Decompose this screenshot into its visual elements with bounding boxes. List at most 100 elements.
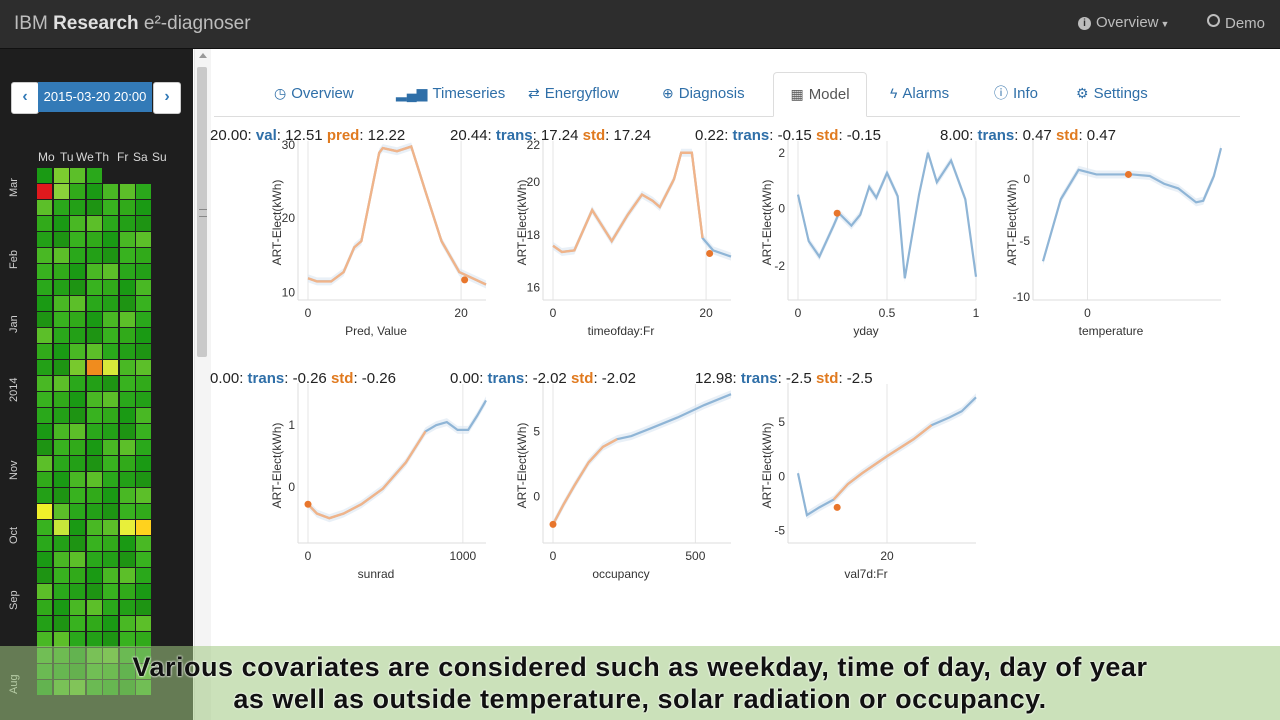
calendar-day-cell[interactable] — [103, 424, 118, 439]
calendar-day-cell[interactable] — [53, 632, 69, 647]
calendar-day-cell[interactable] — [70, 216, 85, 231]
calendar-day-cell[interactable] — [53, 424, 69, 439]
calendar-day-cell[interactable] — [86, 296, 102, 311]
calendar-day-cell[interactable] — [37, 456, 52, 471]
calendar-day-cell[interactable] — [119, 392, 135, 407]
calendar-day-cell[interactable] — [136, 408, 151, 423]
calendar-day-cell[interactable] — [103, 392, 118, 407]
calendar-day-cell[interactable] — [37, 536, 52, 551]
calendar-day-cell[interactable] — [119, 536, 135, 551]
calendar-day-cell[interactable] — [53, 488, 69, 503]
calendar-day-cell[interactable] — [37, 376, 52, 391]
calendar-day-cell[interactable] — [136, 264, 151, 279]
calendar-day-cell[interactable] — [103, 632, 118, 647]
scroll-up-arrow[interactable] — [199, 53, 207, 58]
calendar-day-cell[interactable] — [86, 552, 102, 567]
calendar-day-cell[interactable] — [136, 488, 151, 503]
calendar-day-cell[interactable] — [119, 184, 135, 199]
calendar-day-cell[interactable] — [119, 344, 135, 359]
calendar-day-cell[interactable] — [70, 280, 85, 295]
calendar-day-cell[interactable] — [103, 616, 118, 631]
calendar-day-cell[interactable] — [86, 488, 102, 503]
calendar-day-cell[interactable] — [119, 440, 135, 455]
next-date-button[interactable]: › — [153, 82, 181, 114]
calendar-day-cell[interactable] — [136, 552, 151, 567]
calendar-day-cell[interactable] — [136, 600, 151, 615]
calendar-day-cell[interactable] — [53, 392, 69, 407]
calendar-day-cell[interactable] — [70, 376, 85, 391]
calendar-day-cell[interactable] — [86, 360, 102, 375]
calendar-day-cell[interactable] — [37, 168, 52, 183]
tab-model[interactable]: ▦ Model — [773, 72, 867, 117]
calendar-day-cell[interactable] — [70, 360, 85, 375]
tab-energyflow[interactable]: ⇄ Energyflow — [528, 72, 619, 115]
calendar-day-cell[interactable] — [86, 184, 102, 199]
calendar-day-cell[interactable] — [37, 344, 52, 359]
calendar-day-cell[interactable] — [103, 584, 118, 599]
calendar-day-cell[interactable] — [103, 264, 118, 279]
calendar-day-cell[interactable] — [53, 584, 69, 599]
calendar-day-cell[interactable] — [119, 200, 135, 215]
calendar-day-cell[interactable] — [70, 632, 85, 647]
calendar-day-cell[interactable] — [86, 520, 102, 535]
calendar-day-cell[interactable] — [37, 488, 52, 503]
calendar-day-cell[interactable] — [119, 568, 135, 583]
calendar-day-cell[interactable] — [136, 424, 151, 439]
calendar-day-cell[interactable] — [119, 472, 135, 487]
calendar-day-cell[interactable] — [136, 568, 151, 583]
demo-link[interactable]: Demo — [1207, 14, 1265, 32]
calendar-day-cell[interactable] — [37, 520, 52, 535]
calendar-day-cell[interactable] — [37, 424, 52, 439]
calendar-day-cell[interactable] — [37, 568, 52, 583]
calendar-day-cell[interactable] — [119, 312, 135, 327]
calendar-day-cell[interactable] — [86, 376, 102, 391]
calendar-day-cell[interactable] — [37, 408, 52, 423]
calendar-day-cell[interactable] — [103, 520, 118, 535]
calendar-day-cell[interactable] — [86, 456, 102, 471]
calendar-day-cell[interactable] — [119, 280, 135, 295]
calendar-day-cell[interactable] — [70, 488, 85, 503]
calendar-day-cell[interactable] — [53, 440, 69, 455]
calendar-day-cell[interactable] — [37, 472, 52, 487]
sidebar-scrollbar[interactable] — [194, 49, 211, 720]
calendar-day-cell[interactable] — [37, 360, 52, 375]
calendar-day-cell[interactable] — [119, 264, 135, 279]
calendar-day-cell[interactable] — [70, 424, 85, 439]
calendar-day-cell[interactable] — [70, 616, 85, 631]
calendar-day-cell[interactable] — [136, 216, 151, 231]
calendar-day-cell[interactable] — [136, 344, 151, 359]
calendar-day-cell[interactable] — [136, 376, 151, 391]
calendar-day-cell[interactable] — [119, 328, 135, 343]
calendar-day-cell[interactable] — [119, 376, 135, 391]
calendar-day-cell[interactable] — [53, 520, 69, 535]
calendar-day-cell[interactable] — [53, 568, 69, 583]
tab-diagnosis[interactable]: ⊕ Diagnosis — [662, 72, 745, 115]
calendar-day-cell[interactable] — [37, 296, 52, 311]
calendar-day-cell[interactable] — [37, 200, 52, 215]
calendar-day-cell[interactable] — [103, 296, 118, 311]
calendar-day-cell[interactable] — [119, 296, 135, 311]
calendar-day-cell[interactable] — [86, 200, 102, 215]
calendar-day-cell[interactable] — [37, 632, 52, 647]
calendar-day-cell[interactable] — [103, 312, 118, 327]
calendar-day-cell[interactable] — [103, 536, 118, 551]
calendar-day-cell[interactable] — [53, 184, 69, 199]
calendar-day-cell[interactable] — [70, 440, 85, 455]
tab-settings[interactable]: ⚙ Settings — [1076, 72, 1148, 115]
calendar-day-cell[interactable] — [136, 616, 151, 631]
calendar-day-cell[interactable] — [53, 248, 69, 263]
calendar-day-cell[interactable] — [53, 328, 69, 343]
calendar-day-cell[interactable] — [37, 328, 52, 343]
calendar-day-cell[interactable] — [86, 232, 102, 247]
calendar-day-cell[interactable] — [70, 344, 85, 359]
calendar-day-cell[interactable] — [53, 296, 69, 311]
scroll-thumb[interactable] — [197, 67, 207, 357]
calendar-day-cell[interactable] — [119, 408, 135, 423]
calendar-day-cell[interactable] — [37, 552, 52, 567]
calendar-day-cell[interactable] — [119, 424, 135, 439]
calendar-day-cell[interactable] — [53, 504, 69, 519]
calendar-day-cell[interactable] — [119, 232, 135, 247]
calendar-day-cell[interactable] — [86, 312, 102, 327]
calendar-day-cell[interactable] — [136, 296, 151, 311]
calendar-day-cell[interactable] — [53, 600, 69, 615]
